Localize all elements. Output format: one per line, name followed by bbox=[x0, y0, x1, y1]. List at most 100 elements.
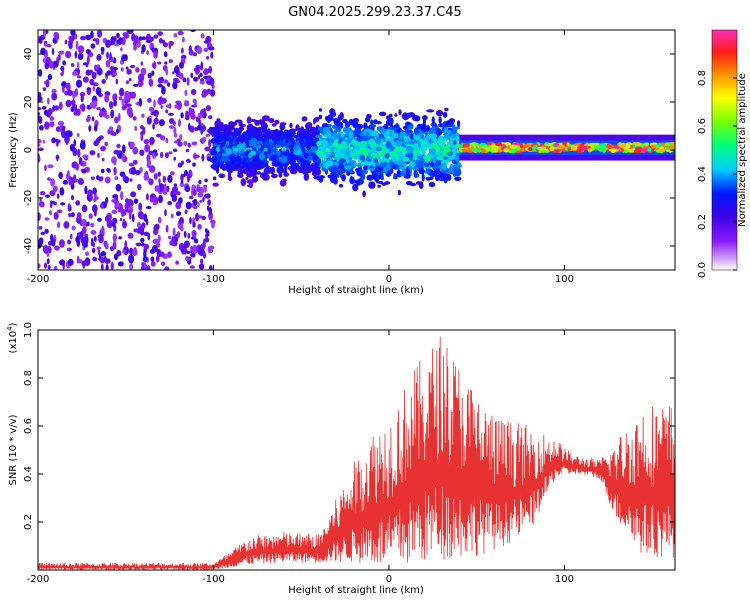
spectrogram-cell bbox=[108, 101, 114, 109]
spectrogram-cell bbox=[365, 131, 370, 136]
spectrogram-cell bbox=[225, 160, 231, 168]
spectrogram-cell bbox=[54, 32, 60, 41]
spectrogram-cell bbox=[444, 134, 451, 139]
spectrogram-cell bbox=[580, 145, 589, 150]
spectrogram-cell bbox=[340, 141, 347, 148]
spectrogram-cell bbox=[51, 92, 58, 101]
spectrogram-cell bbox=[544, 142, 549, 147]
spectrogram-cell bbox=[289, 166, 295, 174]
spectrogram-cell bbox=[101, 225, 105, 235]
spectrogram-cell bbox=[228, 153, 236, 158]
spectrogram-cell bbox=[149, 197, 153, 203]
spectrogram-cell bbox=[47, 177, 51, 181]
snr-ytick-label: 1.0 bbox=[23, 322, 34, 338]
spectrogram-cell bbox=[38, 92, 42, 97]
spectrogram-cell bbox=[198, 263, 205, 270]
spectrogram-cell bbox=[278, 141, 286, 147]
spectrogram-cell bbox=[178, 118, 181, 127]
spectrogram-cell bbox=[81, 218, 87, 227]
spectrogram-cell bbox=[570, 146, 577, 151]
spectrogram-cell bbox=[606, 144, 615, 149]
spectrogram-cell bbox=[180, 173, 184, 182]
spectrogram-cell bbox=[305, 153, 310, 157]
spectrogram-cell bbox=[163, 51, 168, 58]
spectrogram-cell bbox=[38, 263, 41, 269]
spectrogram-cell bbox=[310, 151, 315, 157]
spectrogram-cell bbox=[425, 134, 430, 143]
spectrogram-cell bbox=[45, 44, 52, 48]
spectrogram-cell bbox=[335, 153, 340, 159]
spectrogram-cell bbox=[203, 75, 209, 79]
spectrogram-cell bbox=[116, 249, 122, 257]
spectrogram-cell bbox=[247, 124, 253, 130]
spectrogram-cell bbox=[333, 140, 339, 148]
spectrogram-cell bbox=[79, 230, 84, 240]
spectrogram-cell bbox=[129, 263, 134, 270]
spectrogram-cell bbox=[182, 77, 187, 83]
spectrogram-cell bbox=[588, 142, 597, 147]
spectrogram-cell bbox=[40, 231, 45, 236]
chart-title: GN04.2025.299.23.37.C45 bbox=[288, 5, 462, 20]
spectrogram-cell bbox=[49, 190, 56, 197]
spectrogram-cell bbox=[148, 178, 154, 186]
colorbar-label: Normalized spectral amplitude bbox=[737, 73, 748, 227]
spectrogram-cell bbox=[141, 44, 146, 53]
spectrogram-cell bbox=[58, 50, 65, 55]
spectrogram-cell bbox=[352, 183, 359, 192]
spectrogram-cell bbox=[274, 145, 281, 149]
spectrogram-cell bbox=[424, 154, 432, 163]
spectrogram-cell bbox=[211, 166, 219, 170]
spectrogram-cell bbox=[84, 233, 89, 237]
spectrogram-cell bbox=[409, 183, 417, 187]
spectrogram-cell bbox=[67, 170, 70, 177]
spectrogram-cell bbox=[113, 99, 117, 107]
spectrogram-cell bbox=[38, 111, 41, 117]
spectrogram-cell bbox=[44, 228, 49, 234]
spectrogram-cell bbox=[133, 228, 139, 233]
spectrogram-cell bbox=[150, 36, 155, 42]
spectrogram-cell bbox=[367, 161, 376, 167]
snr-xtick-label: 0 bbox=[386, 574, 392, 585]
spectrogram-cell bbox=[71, 161, 78, 169]
spectrogram-cell bbox=[203, 107, 206, 114]
spectrogram-cell bbox=[193, 154, 200, 158]
spectrogram-cell bbox=[222, 131, 227, 137]
spectrogram-cell bbox=[406, 146, 413, 153]
spectrogram-cell bbox=[99, 256, 105, 264]
spectrogram-cell bbox=[171, 194, 177, 202]
spectrogram-cell bbox=[375, 146, 383, 152]
snr-y-multiplier: (x104) bbox=[6, 322, 19, 353]
spectrogram-cell bbox=[445, 130, 452, 134]
spectrogram-cell bbox=[189, 217, 192, 225]
spectrogram-cell bbox=[190, 114, 196, 120]
spectrogram-cell bbox=[113, 166, 117, 176]
spectrogram-cell bbox=[383, 167, 387, 173]
spectrogram-cell bbox=[132, 116, 137, 121]
spectrogram-cell bbox=[110, 261, 115, 270]
spectrogram-cell bbox=[100, 145, 106, 152]
spectrogram-cell bbox=[143, 250, 147, 258]
spectrogram-cell bbox=[117, 112, 121, 122]
spectrogram-cell bbox=[188, 195, 194, 200]
spectrogram-cell bbox=[230, 163, 236, 168]
spectrogram-cell bbox=[143, 139, 150, 145]
spectrogram-cell bbox=[484, 147, 492, 152]
spectrogram-cell bbox=[257, 162, 264, 167]
spectrogram-cell bbox=[146, 159, 152, 167]
spectrogram-cell bbox=[100, 263, 104, 270]
spectrogram-cell bbox=[178, 197, 183, 204]
spectrogram-cell bbox=[105, 39, 111, 48]
spectrogram-cell bbox=[77, 178, 84, 185]
spectrogram-cell bbox=[256, 171, 262, 175]
spectrogram-cell bbox=[432, 165, 438, 171]
spectrogram-cell bbox=[153, 99, 156, 108]
spectrogram-cell bbox=[205, 228, 208, 233]
spectrogram-cell bbox=[164, 152, 169, 159]
spectrogram-cell bbox=[187, 123, 191, 131]
spectrogram-cell bbox=[148, 78, 154, 87]
spectrogram-cell bbox=[169, 240, 175, 246]
spectrogram-cell bbox=[173, 126, 177, 136]
spectrogram-cell bbox=[121, 105, 127, 111]
spectrogram-cell bbox=[90, 176, 95, 180]
spectrogram-ytick-label: 0 bbox=[23, 147, 34, 153]
